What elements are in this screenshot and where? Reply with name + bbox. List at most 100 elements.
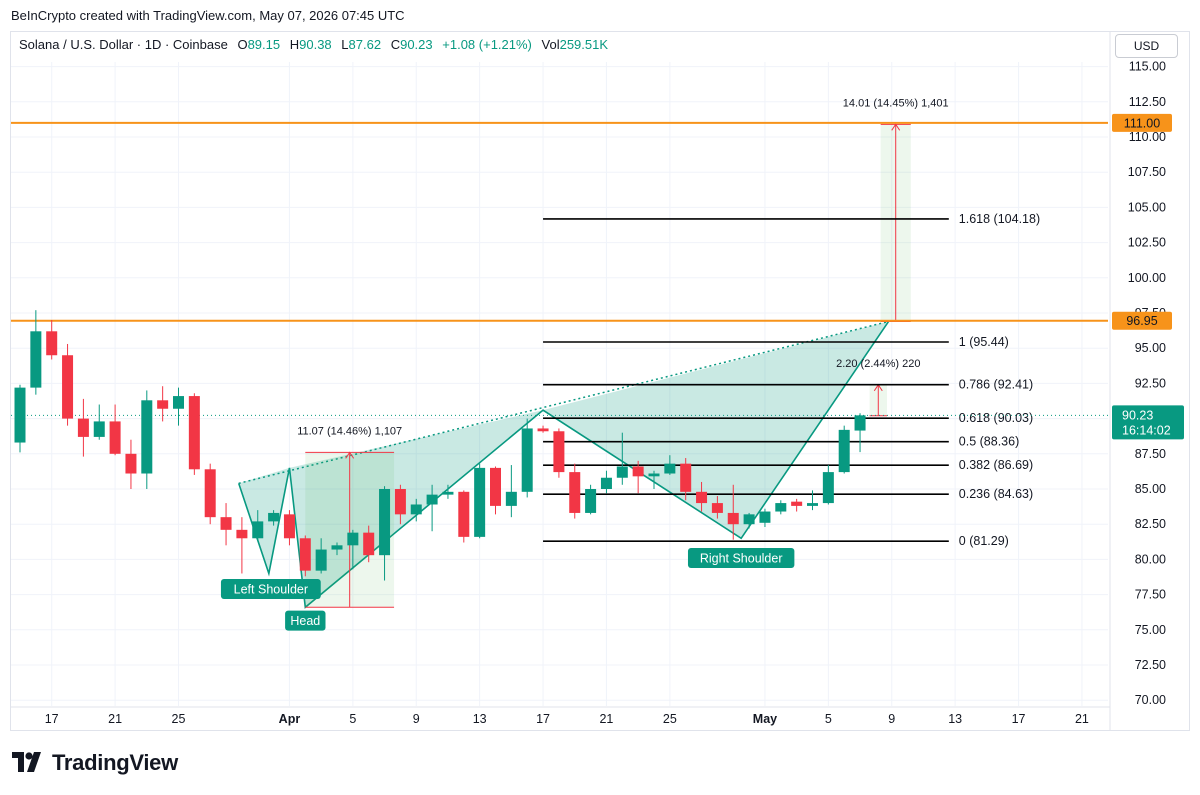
y-tick-label: 102.50	[1128, 236, 1166, 250]
chart-attribution: BeInCrypto created with TradingView.com,…	[11, 8, 405, 23]
candle-body	[458, 491, 470, 537]
x-tick-label: 17	[1012, 712, 1026, 726]
y-tick-label: 112.50	[1129, 95, 1166, 109]
neckline-resistance-badge	[1112, 311, 1172, 330]
y-tick-label: 115.00	[1129, 60, 1166, 74]
candle-body	[490, 467, 501, 506]
candle-body	[680, 463, 692, 492]
fib-level-label: 0.786 (92.41)	[959, 378, 1033, 392]
candle-body	[125, 453, 137, 474]
legend-low: 87.62	[348, 37, 382, 52]
legend-symbol[interactable]: Solana / U.S. Dollar · 1D · Coinbase	[19, 37, 228, 52]
candle-body	[521, 428, 533, 492]
x-tick-label: 25	[172, 712, 186, 726]
right-shoulder-area	[543, 321, 889, 539]
tradingview-logo[interactable]: TradingView	[12, 750, 178, 776]
y-tick-label: 75.00	[1135, 623, 1166, 637]
candle-body	[30, 331, 42, 388]
candle-body	[775, 503, 787, 512]
candle-body	[632, 466, 644, 477]
candle-body	[442, 491, 454, 495]
candle-body	[838, 429, 850, 473]
candle-body	[363, 532, 375, 556]
candle-body	[600, 477, 612, 489]
ohlc-legend: Solana / U.S. Dollar · 1D · Coinbase O89…	[19, 37, 608, 52]
y-tick-label: 110.00	[1129, 130, 1166, 144]
legend-close: 90.23	[400, 37, 433, 52]
y-tick-label: 85.00	[1135, 482, 1166, 496]
y-tick-label: 87.50	[1135, 447, 1166, 461]
candle-body	[283, 514, 295, 539]
candle-body	[648, 473, 660, 477]
fib-level-label: 0.5 (88.36)	[959, 435, 1019, 449]
x-tick-label: 13	[473, 712, 487, 726]
pattern-label-tag	[285, 610, 326, 631]
x-tick-label: 5	[349, 712, 356, 726]
candle-body	[93, 421, 105, 437]
x-tick-label: 17	[45, 712, 59, 726]
legend-open-label: O	[237, 37, 248, 52]
candle-body	[664, 463, 676, 474]
candle-body	[569, 472, 581, 513]
x-tick-label: 25	[663, 712, 677, 726]
candle-body	[585, 489, 597, 513]
candle-body	[727, 512, 739, 525]
candle-body	[331, 545, 343, 550]
candle-body	[807, 503, 818, 506]
legend-volume: 259.51K	[559, 37, 609, 52]
tradingview-logo-text: TradingView	[52, 750, 178, 775]
candle-body	[46, 331, 58, 356]
candle-body	[854, 415, 866, 431]
candle-body	[315, 549, 327, 571]
legend-volume-label: Vol	[541, 37, 560, 52]
currency-button[interactable]: USD	[1115, 34, 1178, 58]
candle-body	[505, 491, 517, 506]
candle-body	[14, 387, 26, 443]
fib-level-label: 0 (81.29)	[959, 534, 1009, 548]
y-tick-label: 80.00	[1135, 552, 1166, 566]
x-tick-label: 5	[825, 712, 832, 726]
measure-label: 2.20 (2.44%) 220	[836, 358, 920, 370]
fib-level-label: 0.618 (90.03)	[959, 411, 1033, 425]
candle-body	[157, 400, 169, 409]
candle-body	[188, 396, 200, 470]
x-tick-label: May	[753, 712, 777, 726]
x-tick-label: 21	[1075, 712, 1089, 726]
pattern-label-text: Head	[290, 614, 320, 628]
candle-body	[379, 489, 391, 556]
candle-body	[394, 489, 406, 515]
candle-body	[236, 529, 248, 539]
candle-body	[743, 514, 755, 525]
current-price-badge	[1112, 405, 1184, 440]
x-tick-label: 17	[536, 712, 550, 726]
y-tick-label: 72.50	[1135, 658, 1166, 672]
legend-high: 90.38	[299, 37, 332, 52]
candle-body	[204, 469, 216, 518]
pattern-label-text: Left Shoulder	[234, 582, 308, 596]
candle-body	[537, 428, 549, 432]
candle-body	[173, 396, 184, 409]
x-tick-label: 21	[599, 712, 613, 726]
candle-body	[426, 494, 438, 505]
y-tick-label: 100.00	[1128, 271, 1166, 285]
legend-low-label: L	[341, 37, 349, 52]
fib-level-label: 1.618 (104.18)	[959, 212, 1040, 226]
candle-body	[62, 355, 74, 419]
fib-level-label: 0.382 (86.69)	[959, 458, 1033, 472]
candle-body	[77, 418, 89, 437]
left-shoulder-area	[238, 467, 290, 574]
candle-body	[616, 466, 628, 478]
tradingview-logo-icon	[12, 752, 41, 772]
candle-body	[109, 421, 121, 454]
x-tick-label: 9	[413, 712, 420, 726]
x-tick-label: 9	[888, 712, 895, 726]
candle-body	[696, 491, 708, 504]
candle-body	[711, 503, 723, 513]
legend-change: +1.08 (+1.21%)	[442, 37, 532, 52]
upper-resistance-badge-label: 111.00	[1124, 116, 1160, 130]
neckline-resistance-badge-label: 96.95	[1126, 314, 1157, 328]
bar-countdown-label: 16:14:02	[1122, 423, 1171, 437]
y-tick-label: 70.00	[1135, 693, 1166, 707]
y-tick-label: 92.50	[1135, 376, 1166, 390]
